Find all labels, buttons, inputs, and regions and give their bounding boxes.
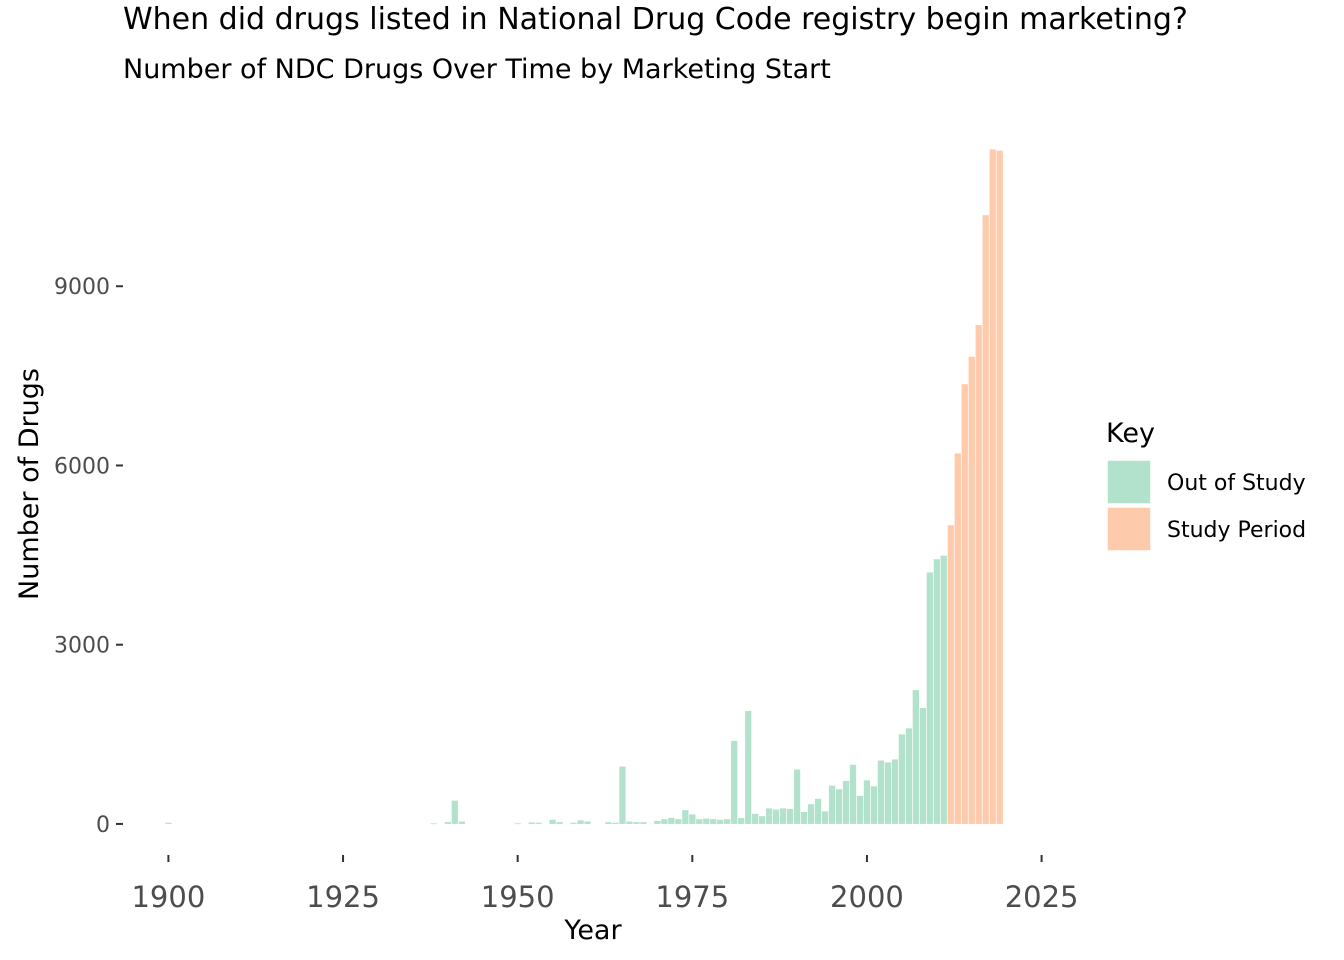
y-tick-label-6000: 6000 [54, 454, 110, 479]
bar-out-of-study-1986 [766, 808, 773, 824]
bar-out-of-study-1953 [535, 822, 542, 824]
y-tick-label-3000: 3000 [54, 634, 110, 659]
bar-out-of-study-1955 [549, 819, 556, 824]
bar-out-of-study-1972 [668, 817, 675, 824]
bar-out-of-study-1900 [165, 822, 172, 824]
bar-out-of-study-1978 [710, 819, 717, 824]
bar-out-of-study-2000 [863, 780, 871, 824]
y-axis-label: Number of Drugs [14, 368, 45, 600]
bar-out-of-study-1998 [849, 764, 857, 824]
bar-study-period-2016 [975, 325, 982, 824]
bar-study-period-2017 [982, 215, 989, 824]
bar-out-of-study-2004 [891, 759, 899, 824]
bar-out-of-study-1975 [689, 814, 696, 824]
bar-out-of-study-2005 [898, 734, 906, 824]
bar-study-period-2012 [947, 525, 954, 824]
bar-out-of-study-2002 [877, 760, 885, 824]
bar-out-of-study-1987 [773, 809, 780, 824]
bar-out-of-study-1964 [612, 822, 619, 824]
bar-out-of-study-1979 [717, 819, 724, 824]
x-tick-label-2000: 2000 [830, 880, 904, 914]
bar-out-of-study-1958 [570, 822, 577, 824]
bar-out-of-study-2008 [919, 708, 926, 824]
bar-out-of-study-1985 [759, 816, 766, 824]
bar-out-of-study-1994 [821, 811, 829, 824]
bar-out-of-study-2003 [884, 762, 892, 824]
bar-study-period-2019 [996, 150, 1003, 824]
bar-study-period-2013 [954, 453, 961, 824]
bar-out-of-study-1956 [556, 822, 563, 824]
x-tick-label-1925: 1925 [306, 880, 380, 914]
legend-label-out-of-study: Out of Study [1167, 471, 1306, 496]
x-tick-label-2025: 2025 [1005, 880, 1079, 914]
bar-out-of-study-1968 [640, 822, 647, 824]
bar-out-of-study-2001 [870, 786, 878, 824]
bars-group [165, 149, 1003, 825]
bar-out-of-study-1980 [724, 819, 731, 824]
x-tick-label-1950: 1950 [481, 880, 555, 914]
legend: Key Out of Study Study Period [1106, 418, 1306, 552]
x-axis-label: Year [563, 915, 622, 946]
bar-out-of-study-2009 [926, 572, 933, 824]
bar-out-of-study-1982 [738, 817, 745, 824]
x-axis: 1900 1925 1950 1975 2000 2025 [131, 855, 1079, 914]
bar-study-period-2014 [961, 384, 968, 824]
bar-out-of-study-1977 [703, 818, 710, 824]
bar-out-of-study-1981 [731, 740, 738, 824]
bar-out-of-study-1976 [696, 819, 703, 824]
bar-study-period-2015 [968, 356, 975, 824]
legend-title: Key [1106, 418, 1155, 449]
bar-study-period-2018 [989, 149, 996, 824]
bar-out-of-study-1940 [444, 822, 451, 824]
bar-out-of-study-1941 [451, 800, 458, 824]
bar-out-of-study-1984 [752, 813, 759, 824]
bar-out-of-study-1990 [793, 769, 801, 824]
bar-out-of-study-2006 [905, 728, 913, 824]
bar-out-of-study-1974 [682, 810, 689, 824]
bar-out-of-study-2011 [940, 555, 947, 824]
bar-out-of-study-1999 [856, 795, 864, 824]
bar-out-of-study-1952 [528, 822, 535, 824]
bar-out-of-study-1963 [605, 822, 612, 824]
legend-swatch-study-period [1106, 506, 1152, 552]
bar-out-of-study-1988 [779, 808, 787, 824]
bar-out-of-study-1967 [633, 822, 640, 824]
bar-out-of-study-1996 [835, 789, 843, 824]
bar-out-of-study-1983 [745, 711, 752, 824]
bar-out-of-study-1938 [430, 823, 437, 825]
bar-out-of-study-1966 [626, 821, 633, 824]
chart-subtitle: Number of NDC Drugs Over Time by Marketi… [123, 54, 831, 85]
bar-out-of-study-1960 [584, 821, 591, 824]
bar-out-of-study-1970 [654, 820, 661, 824]
bar-out-of-study-1993 [814, 798, 822, 824]
y-axis: 0 3000 6000 9000 [54, 275, 123, 838]
chart-title: When did drugs listed in National Drug C… [123, 2, 1188, 37]
bar-out-of-study-1950 [514, 823, 521, 825]
bar-out-of-study-1991 [800, 811, 808, 824]
bar-out-of-study-1997 [842, 780, 850, 824]
bar-out-of-study-1989 [786, 809, 794, 824]
y-tick-label-0: 0 [96, 813, 110, 838]
bar-out-of-study-1971 [661, 819, 668, 824]
bar-out-of-study-1965 [619, 766, 626, 824]
y-tick-label-9000: 9000 [54, 275, 110, 300]
bar-out-of-study-2010 [933, 559, 940, 824]
bar-out-of-study-1973 [675, 819, 682, 824]
x-tick-label-1900: 1900 [131, 880, 205, 914]
bar-out-of-study-1992 [807, 804, 815, 824]
legend-swatch-out-of-study [1106, 459, 1152, 505]
bar-out-of-study-1959 [577, 820, 584, 824]
bar-out-of-study-1942 [458, 821, 465, 824]
legend-label-study-period: Study Period [1167, 518, 1306, 543]
bar-out-of-study-1995 [828, 785, 836, 824]
bar-out-of-study-2007 [912, 690, 919, 824]
x-tick-label-1975: 1975 [655, 880, 729, 914]
